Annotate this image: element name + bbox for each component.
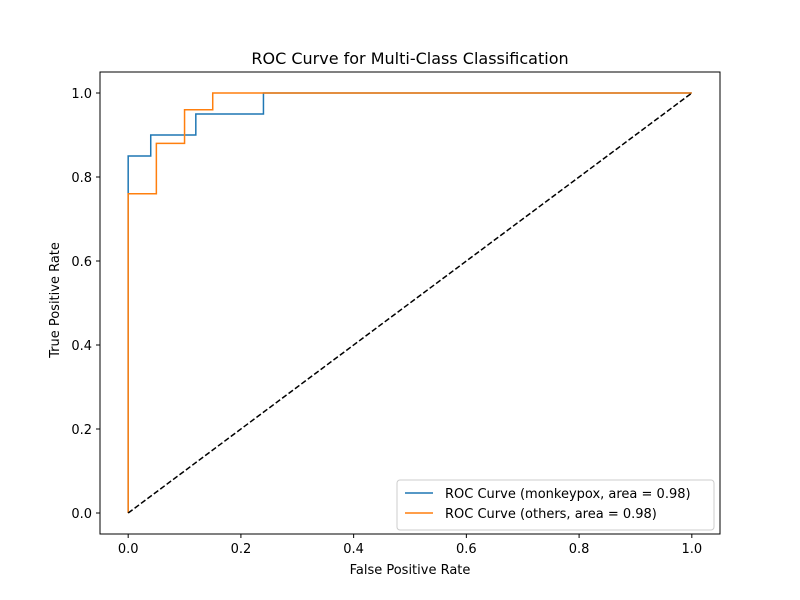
legend-entry-label: ROC Curve (monkeypox, area = 0.98) [445,487,691,502]
x-axis: 0.0 0.2 0.4 0.6 0.8 1.0 [118,534,702,557]
chart-title: ROC Curve for Multi-Class Classification [251,49,568,68]
legend: ROC Curve (monkeypox, area = 0.98) ROC Cu… [396,479,715,531]
diagonal-reference-line [127,92,693,514]
x-tick-label: 0.0 [118,542,139,557]
series-line-1 [127,92,692,513]
y-axis-label: True Positive Rate [48,242,63,359]
y-tick-label: 1.0 [71,87,92,102]
y-tick-label: 0.8 [71,171,92,186]
legend-box [396,479,715,531]
y-tick-label: 0.6 [71,255,92,270]
y-tick-label: 0.4 [71,339,92,354]
x-axis-label: False Positive Rate [350,563,471,578]
plot-frame [99,71,721,535]
y-tick-label: 0.2 [71,423,92,438]
x-tick-label: 1.0 [681,542,702,557]
plot-area [99,71,721,535]
y-axis: 0.0 0.2 0.4 0.6 0.8 1.0 [71,87,100,522]
x-tick-label: 0.8 [569,542,590,557]
series-line-0 [127,92,692,513]
y-tick-label: 0.0 [71,507,92,522]
x-tick-label: 0.4 [343,542,364,557]
x-tick-label: 0.6 [456,542,477,557]
legend-entry-label: ROC Curve (others, area = 0.98) [445,507,657,522]
x-tick-label: 0.2 [231,542,252,557]
